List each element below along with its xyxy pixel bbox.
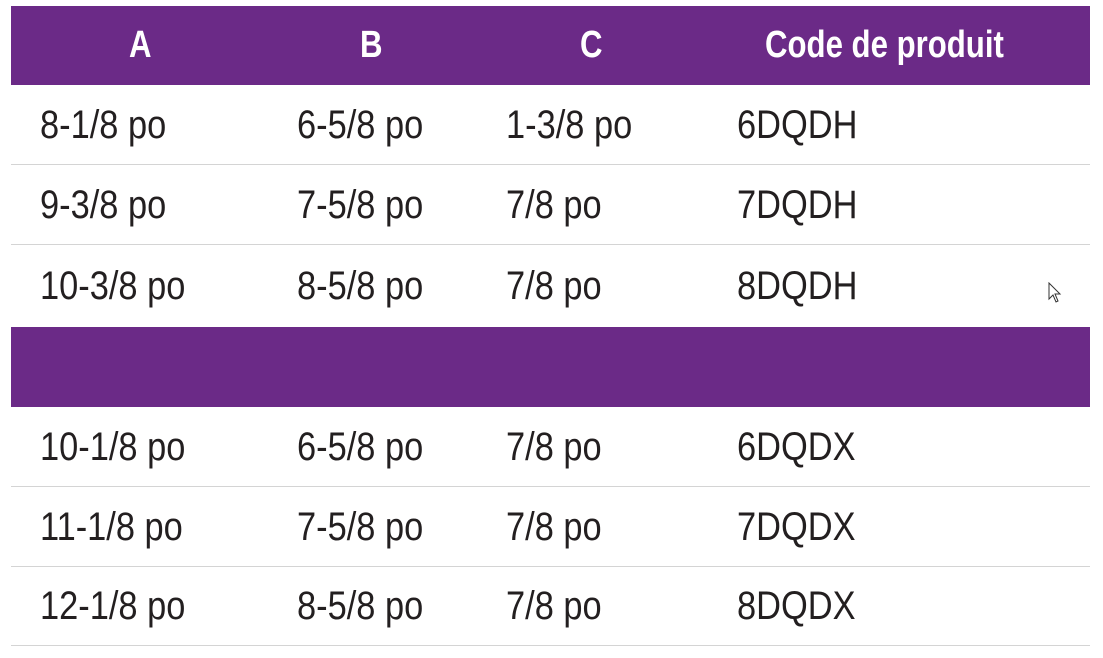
table-row: 10-3/8 po 8-5/8 po 7/8 po 8DQDH (11, 245, 1090, 327)
table-row: 9-3/8 po 7-5/8 po 7/8 po 7DQDH (11, 165, 1090, 245)
cell-a: 10-1/8 po (40, 425, 186, 469)
cell-c: 1-3/8 po (506, 103, 633, 147)
cell-c: 7/8 po (506, 425, 602, 469)
header-col-product-code: Code de produit (765, 24, 1004, 66)
cell-c: 7/8 po (506, 264, 602, 308)
cell-product-code: 7DQDH (737, 183, 858, 227)
cell-c: 7/8 po (506, 183, 602, 227)
table-row: 12-1/8 po 8-5/8 po 7/8 po 8DQDX (11, 566, 1090, 646)
header-col-c: C (580, 24, 603, 66)
table-row: 11-1/8 po 7-5/8 po 7/8 po 7DQDX (11, 487, 1090, 567)
cell-b: 7-5/8 po (297, 505, 424, 549)
mouse-cursor-icon (1048, 282, 1062, 303)
cell-c: 7/8 po (506, 584, 602, 628)
cell-b: 7-5/8 po (297, 183, 424, 227)
cell-b: 8-5/8 po (297, 584, 424, 628)
table-row: 8-1/8 po 6-5/8 po 1-3/8 po 6DQDH (11, 85, 1090, 165)
cell-product-code: 8DQDH (737, 264, 858, 308)
cell-b: 6-5/8 po (297, 103, 424, 147)
cell-a: 8-1/8 po (40, 103, 167, 147)
cell-a: 9-3/8 po (40, 183, 167, 227)
table-row: 10-1/8 po 6-5/8 po 7/8 po 6DQDX (11, 407, 1090, 487)
cell-product-code: 6DQDX (737, 425, 856, 469)
group-separator-band (11, 327, 1090, 407)
header-col-b: B (360, 24, 383, 66)
cell-c: 7/8 po (506, 505, 602, 549)
cell-product-code: 8DQDX (737, 584, 856, 628)
cell-product-code: 7DQDX (737, 505, 856, 549)
header-col-a: A (129, 24, 152, 66)
cell-b: 8-5/8 po (297, 264, 424, 308)
cell-a: 12-1/8 po (40, 584, 186, 628)
table-header: A B C Code de produit (11, 6, 1090, 85)
cell-product-code: 6DQDH (737, 103, 858, 147)
cell-a: 10-3/8 po (40, 264, 186, 308)
cell-a: 11-1/8 po (40, 505, 183, 549)
cell-b: 6-5/8 po (297, 425, 424, 469)
